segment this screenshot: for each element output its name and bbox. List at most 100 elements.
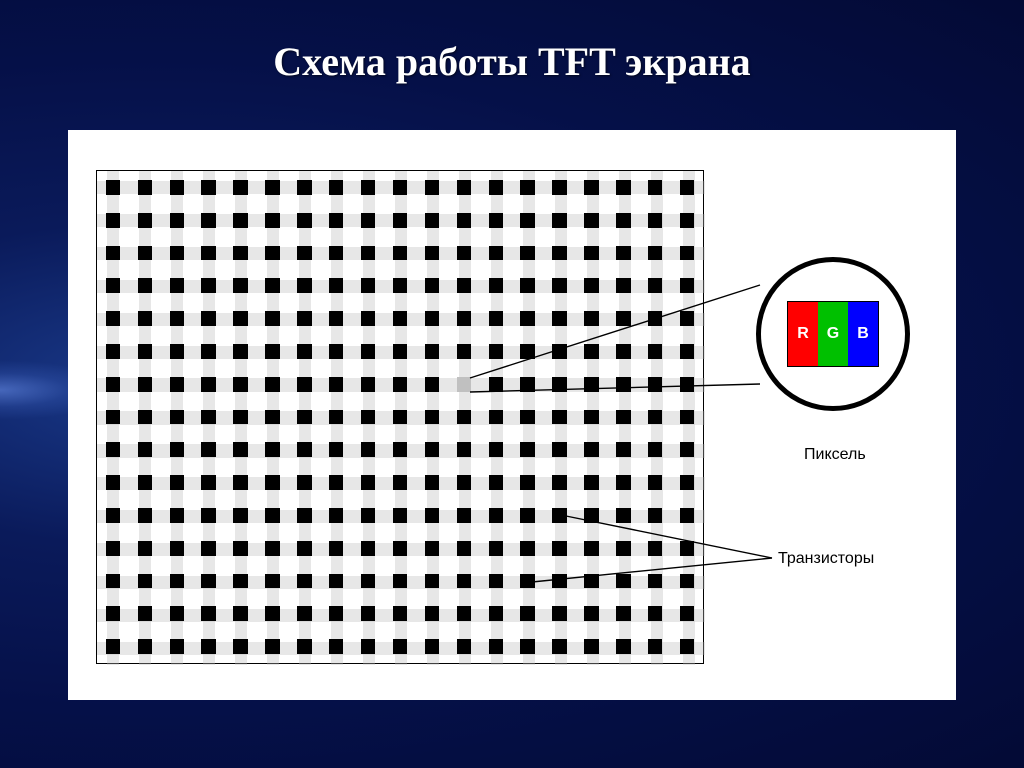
transistor-square [648, 377, 662, 392]
transistor-square [680, 475, 694, 490]
transistor-square [616, 213, 630, 228]
transistor-square [138, 311, 152, 326]
transistor-square [425, 475, 439, 490]
transistor-square [520, 410, 534, 425]
transistor-square [329, 639, 343, 654]
transistor-square [106, 508, 120, 523]
transistor-square [170, 246, 184, 261]
transistor-square [361, 410, 375, 425]
transistor-square [361, 574, 375, 589]
transistor-square [425, 606, 439, 621]
transistor-square [106, 574, 120, 589]
transistor-square [329, 508, 343, 523]
transistor-square [233, 475, 247, 490]
transistor-square [457, 180, 471, 195]
transistor-square [329, 475, 343, 490]
transistor-square [457, 278, 471, 293]
transistor-square [680, 180, 694, 195]
transistor-square [552, 442, 566, 457]
label-pixel: Пиксель [804, 446, 866, 464]
transistor-square [297, 311, 311, 326]
transistor-square [106, 377, 120, 392]
transistor-square [297, 344, 311, 359]
transistor-square [233, 213, 247, 228]
transistor-square [457, 344, 471, 359]
transistor-square [648, 311, 662, 326]
transistor-square [138, 442, 152, 457]
transistor-square [265, 213, 279, 228]
transistor-square [265, 180, 279, 195]
transistor-square [680, 606, 694, 621]
transistor-square [616, 410, 630, 425]
transistor-square [584, 311, 598, 326]
transistor-square [265, 442, 279, 457]
transistor-square [680, 541, 694, 556]
transistor-square [489, 278, 503, 293]
transistor-square [361, 508, 375, 523]
transistor-square [297, 246, 311, 261]
transistor-square [489, 344, 503, 359]
transistor-square [489, 180, 503, 195]
transistor-square [648, 246, 662, 261]
transistor-square [297, 606, 311, 621]
transistor-square [680, 639, 694, 654]
transistor-square [201, 574, 215, 589]
transistor-square [233, 541, 247, 556]
transistor-square [457, 475, 471, 490]
transistor-square [616, 246, 630, 261]
transistor-square [425, 213, 439, 228]
transistor-square [552, 508, 566, 523]
transistor-square [138, 508, 152, 523]
transistor-square [457, 410, 471, 425]
transistor-square [520, 606, 534, 621]
transistor-square [138, 541, 152, 556]
rgb-stripes: R G B [787, 301, 879, 367]
transistor-square [584, 606, 598, 621]
transistor-square [680, 278, 694, 293]
transistor-square [106, 410, 120, 425]
transistor-square [170, 541, 184, 556]
transistor-square [457, 311, 471, 326]
transistor-square [138, 246, 152, 261]
transistor-square [329, 180, 343, 195]
rgb-stripe-r: R [788, 302, 818, 366]
transistor-square [425, 508, 439, 523]
transistor-square [393, 377, 407, 392]
transistor-square [233, 180, 247, 195]
transistor-square [329, 278, 343, 293]
transistor-square [361, 377, 375, 392]
pixel-zoom-circle: R G B [756, 257, 910, 411]
transistor-square [361, 606, 375, 621]
transistor-square [106, 278, 120, 293]
transistor-square [393, 606, 407, 621]
transistor-square [138, 344, 152, 359]
transistor-square [233, 278, 247, 293]
transistor-square [361, 442, 375, 457]
transistor-square [425, 639, 439, 654]
transistor-square [648, 442, 662, 457]
transistor-square [457, 246, 471, 261]
transistor-square [106, 639, 120, 654]
transistor-square [520, 442, 534, 457]
transistor-square [138, 639, 152, 654]
transistor-square [584, 410, 598, 425]
transistor-square [520, 344, 534, 359]
transistor-square [233, 606, 247, 621]
transistor-square [520, 311, 534, 326]
transistor-square [552, 278, 566, 293]
transistor-square [616, 344, 630, 359]
transistor-square [680, 311, 694, 326]
transistor-square [489, 639, 503, 654]
transistor-square [584, 344, 598, 359]
transistor-square [680, 410, 694, 425]
transistor-square [297, 180, 311, 195]
transistor-square [616, 508, 630, 523]
transistor-square [393, 246, 407, 261]
transistor-square [489, 574, 503, 589]
transistor-square [680, 377, 694, 392]
transistor-square [552, 639, 566, 654]
label-transistors: Транзисторы [778, 550, 874, 568]
transistor-square [552, 213, 566, 228]
transistor-square [265, 278, 279, 293]
transistor-square [265, 344, 279, 359]
